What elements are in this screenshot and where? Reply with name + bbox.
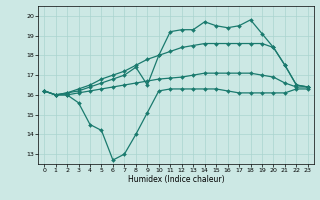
X-axis label: Humidex (Indice chaleur): Humidex (Indice chaleur) — [128, 175, 224, 184]
